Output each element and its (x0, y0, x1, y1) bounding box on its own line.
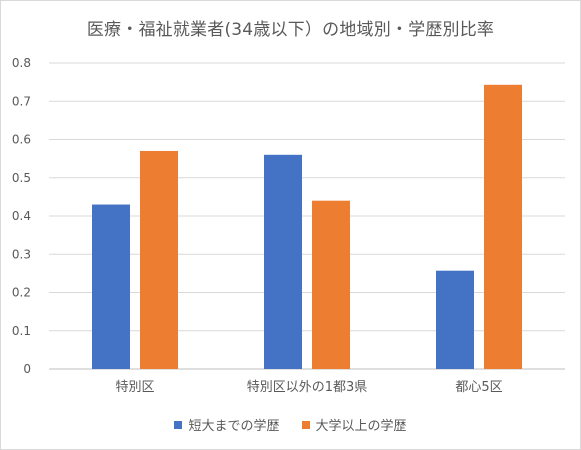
bar-series-1-2 (264, 154, 302, 369)
y-tick-label: 0.3 (12, 247, 31, 261)
y-tick-label: 0.4 (12, 209, 31, 223)
legend-item-series-1: 短大までの学歴 (174, 415, 280, 434)
x-tick-label: 都心5区 (455, 380, 502, 395)
legend: 短大までの学歴 大学以上の学歴 (1, 415, 580, 434)
y-tick-label: 0.2 (12, 286, 31, 300)
y-tick-label: 0 (23, 362, 31, 376)
y-tick-label: 0.7 (12, 94, 31, 108)
x-tick-label: 特別区以外の1都3県 (247, 380, 368, 395)
x-tick-label: 特別区 (115, 380, 154, 395)
y-tick-label: 0.6 (12, 133, 31, 147)
legend-label-series-2: 大学以上の学歴 (315, 419, 407, 434)
legend-swatch-series-1 (174, 420, 183, 429)
legend-swatch-series-2 (301, 420, 310, 429)
legend-item-series-2: 大学以上の学歴 (301, 415, 407, 434)
plot-area: 0 0.1 0.2 0.3 0.4 0.5 0.6 0.7 0.8 特別区 特別区以外の1都3県 都心… (12, 56, 565, 395)
legend-label-series-1: 短大までの学歴 (188, 419, 280, 434)
bar-series-1-1 (92, 204, 130, 369)
bar-series-2-3 (484, 84, 522, 370)
chart-title: 医療・福祉就業者(34歳以下）の地域別・学歴別比率 (86, 20, 495, 40)
bar-series-2-2 (312, 200, 350, 369)
bar-series-2-1 (140, 150, 178, 369)
y-tick-label: 0.5 (12, 171, 31, 185)
y-tick-label: 0.1 (12, 324, 31, 338)
bar-series-1-3 (436, 270, 474, 369)
y-tick-label: 0.8 (12, 56, 31, 70)
